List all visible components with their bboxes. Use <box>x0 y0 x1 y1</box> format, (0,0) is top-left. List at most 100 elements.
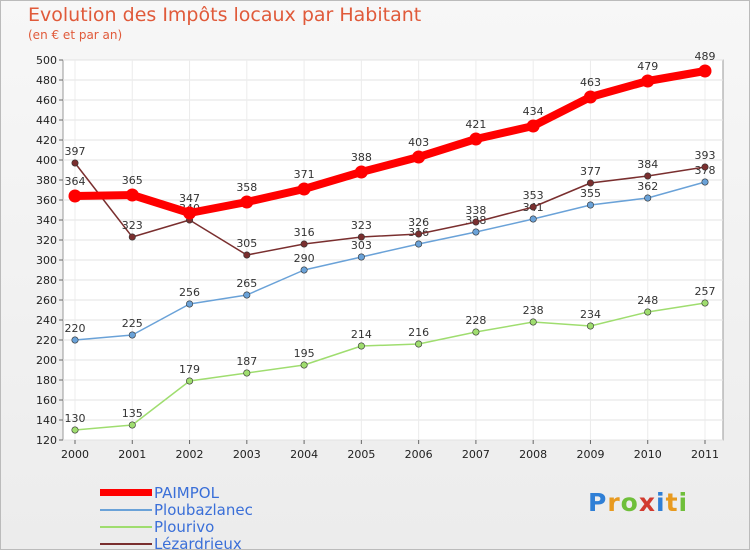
y-tick-label-220: 220 <box>36 334 57 347</box>
data-point-plourivo-2006 <box>415 340 423 348</box>
data-label-ploubazlanec-2004: 290 <box>294 252 315 265</box>
data-point-ploubazlanec-2003 <box>243 291 251 299</box>
data-point-ploubazlanec-2005 <box>357 253 365 261</box>
legend-item-paimpol: PAIMPOL <box>100 483 253 502</box>
data-point-ploubazlanec-2007 <box>472 228 480 236</box>
data-label-plourivo-2010: 248 <box>637 294 658 307</box>
data-point-plourivo-2011 <box>701 299 709 307</box>
data-label-lezardrieux-2011: 393 <box>695 149 716 162</box>
data-point-paimpol-2001 <box>125 188 139 202</box>
y-tick-label-300: 300 <box>36 254 57 267</box>
data-point-paimpol-2004 <box>297 182 311 196</box>
series-line-paimpol <box>74 67 706 217</box>
data-label-plourivo-2007: 228 <box>465 314 486 327</box>
data-label-lezardrieux-2010: 384 <box>637 158 658 171</box>
data-label-lezardrieux-2006: 326 <box>408 216 429 229</box>
data-point-paimpol-2005 <box>354 165 368 179</box>
data-label-lezardrieux-2001: 323 <box>122 219 143 232</box>
data-point-ploubazlanec-2004 <box>300 266 308 274</box>
x-tick-label-2008: 2008 <box>519 448 547 461</box>
data-point-paimpol-2003 <box>240 195 254 209</box>
x-tick-label-2009: 2009 <box>576 448 604 461</box>
data-label-plourivo-2008: 238 <box>523 304 544 317</box>
data-point-plourivo-2000 <box>71 426 79 434</box>
data-label-plourivo-2006: 216 <box>408 326 429 339</box>
data-point-ploubazlanec-2010 <box>644 194 652 202</box>
x-tick-label-2006: 2006 <box>405 448 433 461</box>
data-point-lezardrieux-2009 <box>586 179 594 187</box>
data-point-plourivo-2007 <box>472 328 480 336</box>
data-point-lezardrieux-2006 <box>415 230 423 238</box>
data-label-ploubazlanec-2009: 355 <box>580 187 601 200</box>
x-tick-label-2004: 2004 <box>290 448 318 461</box>
data-point-ploubazlanec-2000 <box>71 336 79 344</box>
data-label-paimpol-2004: 371 <box>294 168 315 181</box>
chart-legend: PAIMPOL Ploubazlanec Plourivo Lézardrieu… <box>100 483 253 553</box>
y-tick-label-400: 400 <box>36 154 57 167</box>
data-point-paimpol-2006 <box>412 150 426 164</box>
data-label-ploubazlanec-2000: 220 <box>65 322 86 335</box>
legend-item-plourivo: Plourivo <box>100 518 253 536</box>
data-point-ploubazlanec-2011 <box>701 178 709 186</box>
data-label-paimpol-2008: 434 <box>523 105 544 118</box>
data-label-plourivo-2000: 130 <box>65 412 86 425</box>
data-point-ploubazlanec-2009 <box>586 201 594 209</box>
x-tick-label-2007: 2007 <box>462 448 490 461</box>
series-line-ploubazlanec <box>74 181 706 341</box>
data-point-ploubazlanec-2001 <box>128 331 136 339</box>
y-tick-label-280: 280 <box>36 274 57 287</box>
data-point-ploubazlanec-2006 <box>415 240 423 248</box>
y-tick-label-480: 480 <box>36 74 57 87</box>
legend-label-paimpol: PAIMPOL <box>154 483 219 502</box>
data-label-lezardrieux-2009: 377 <box>580 165 601 178</box>
chart-subtitle: (en € et par an) <box>28 28 123 42</box>
data-point-paimpol-2000 <box>68 189 82 203</box>
data-point-paimpol-2007 <box>469 132 483 146</box>
data-label-ploubazlanec-2001: 225 <box>122 317 143 330</box>
y-tick-label-380: 380 <box>36 174 57 187</box>
data-label-paimpol-2009: 463 <box>580 76 601 89</box>
data-point-plourivo-2001 <box>128 421 136 429</box>
legend-swatch-lezardrieux <box>100 542 152 545</box>
y-tick-label-180: 180 <box>36 374 57 387</box>
data-point-paimpol-2009 <box>583 90 597 104</box>
data-point-paimpol-2002 <box>183 206 197 220</box>
data-label-lezardrieux-2007: 338 <box>465 204 486 217</box>
y-tick-label-200: 200 <box>36 354 57 367</box>
data-label-ploubazlanec-2005: 303 <box>351 239 372 252</box>
proxiti-logo: Proxiti <box>588 488 689 517</box>
legend-item-ploubazlanec: Ploubazlanec <box>100 500 253 519</box>
y-tick-label-240: 240 <box>36 314 57 327</box>
x-tick-label-2010: 2010 <box>634 448 662 461</box>
data-label-plourivo-2009: 234 <box>580 308 601 321</box>
x-tick-label-2002: 2002 <box>176 448 204 461</box>
data-label-paimpol-2006: 403 <box>408 136 429 149</box>
data-point-plourivo-2010 <box>644 308 652 316</box>
x-tick-label-2001: 2001 <box>118 448 146 461</box>
data-point-lezardrieux-2004 <box>300 240 308 248</box>
data-point-plourivo-2008 <box>529 318 537 326</box>
data-label-lezardrieux-2005: 323 <box>351 219 372 232</box>
series-line-lezardrieux <box>74 162 706 256</box>
data-point-lezardrieux-2000 <box>71 159 79 167</box>
data-point-paimpol-2010 <box>641 74 655 88</box>
y-tick-label-500: 500 <box>36 54 57 67</box>
data-point-plourivo-2009 <box>586 322 594 330</box>
x-tick-label-2003: 2003 <box>233 448 261 461</box>
legend-swatch-plourivo <box>100 525 152 528</box>
data-point-lezardrieux-2010 <box>644 172 652 180</box>
y-tick-label-440: 440 <box>36 114 57 127</box>
data-point-lezardrieux-2005 <box>357 233 365 241</box>
legend-label-lezardrieux: Lézardrieux <box>154 534 242 553</box>
y-tick-label-120: 120 <box>36 434 57 447</box>
y-tick-label-260: 260 <box>36 294 57 307</box>
data-label-plourivo-2003: 187 <box>236 355 257 368</box>
data-label-paimpol-2003: 358 <box>236 181 257 194</box>
data-point-lezardrieux-2008 <box>529 203 537 211</box>
data-label-plourivo-2004: 195 <box>294 347 315 360</box>
legend-label-ploubazlanec: Ploubazlanec <box>154 500 253 519</box>
data-label-lezardrieux-2000: 397 <box>65 145 86 158</box>
y-tick-label-420: 420 <box>36 134 57 147</box>
legend-swatch-paimpol <box>100 489 152 496</box>
